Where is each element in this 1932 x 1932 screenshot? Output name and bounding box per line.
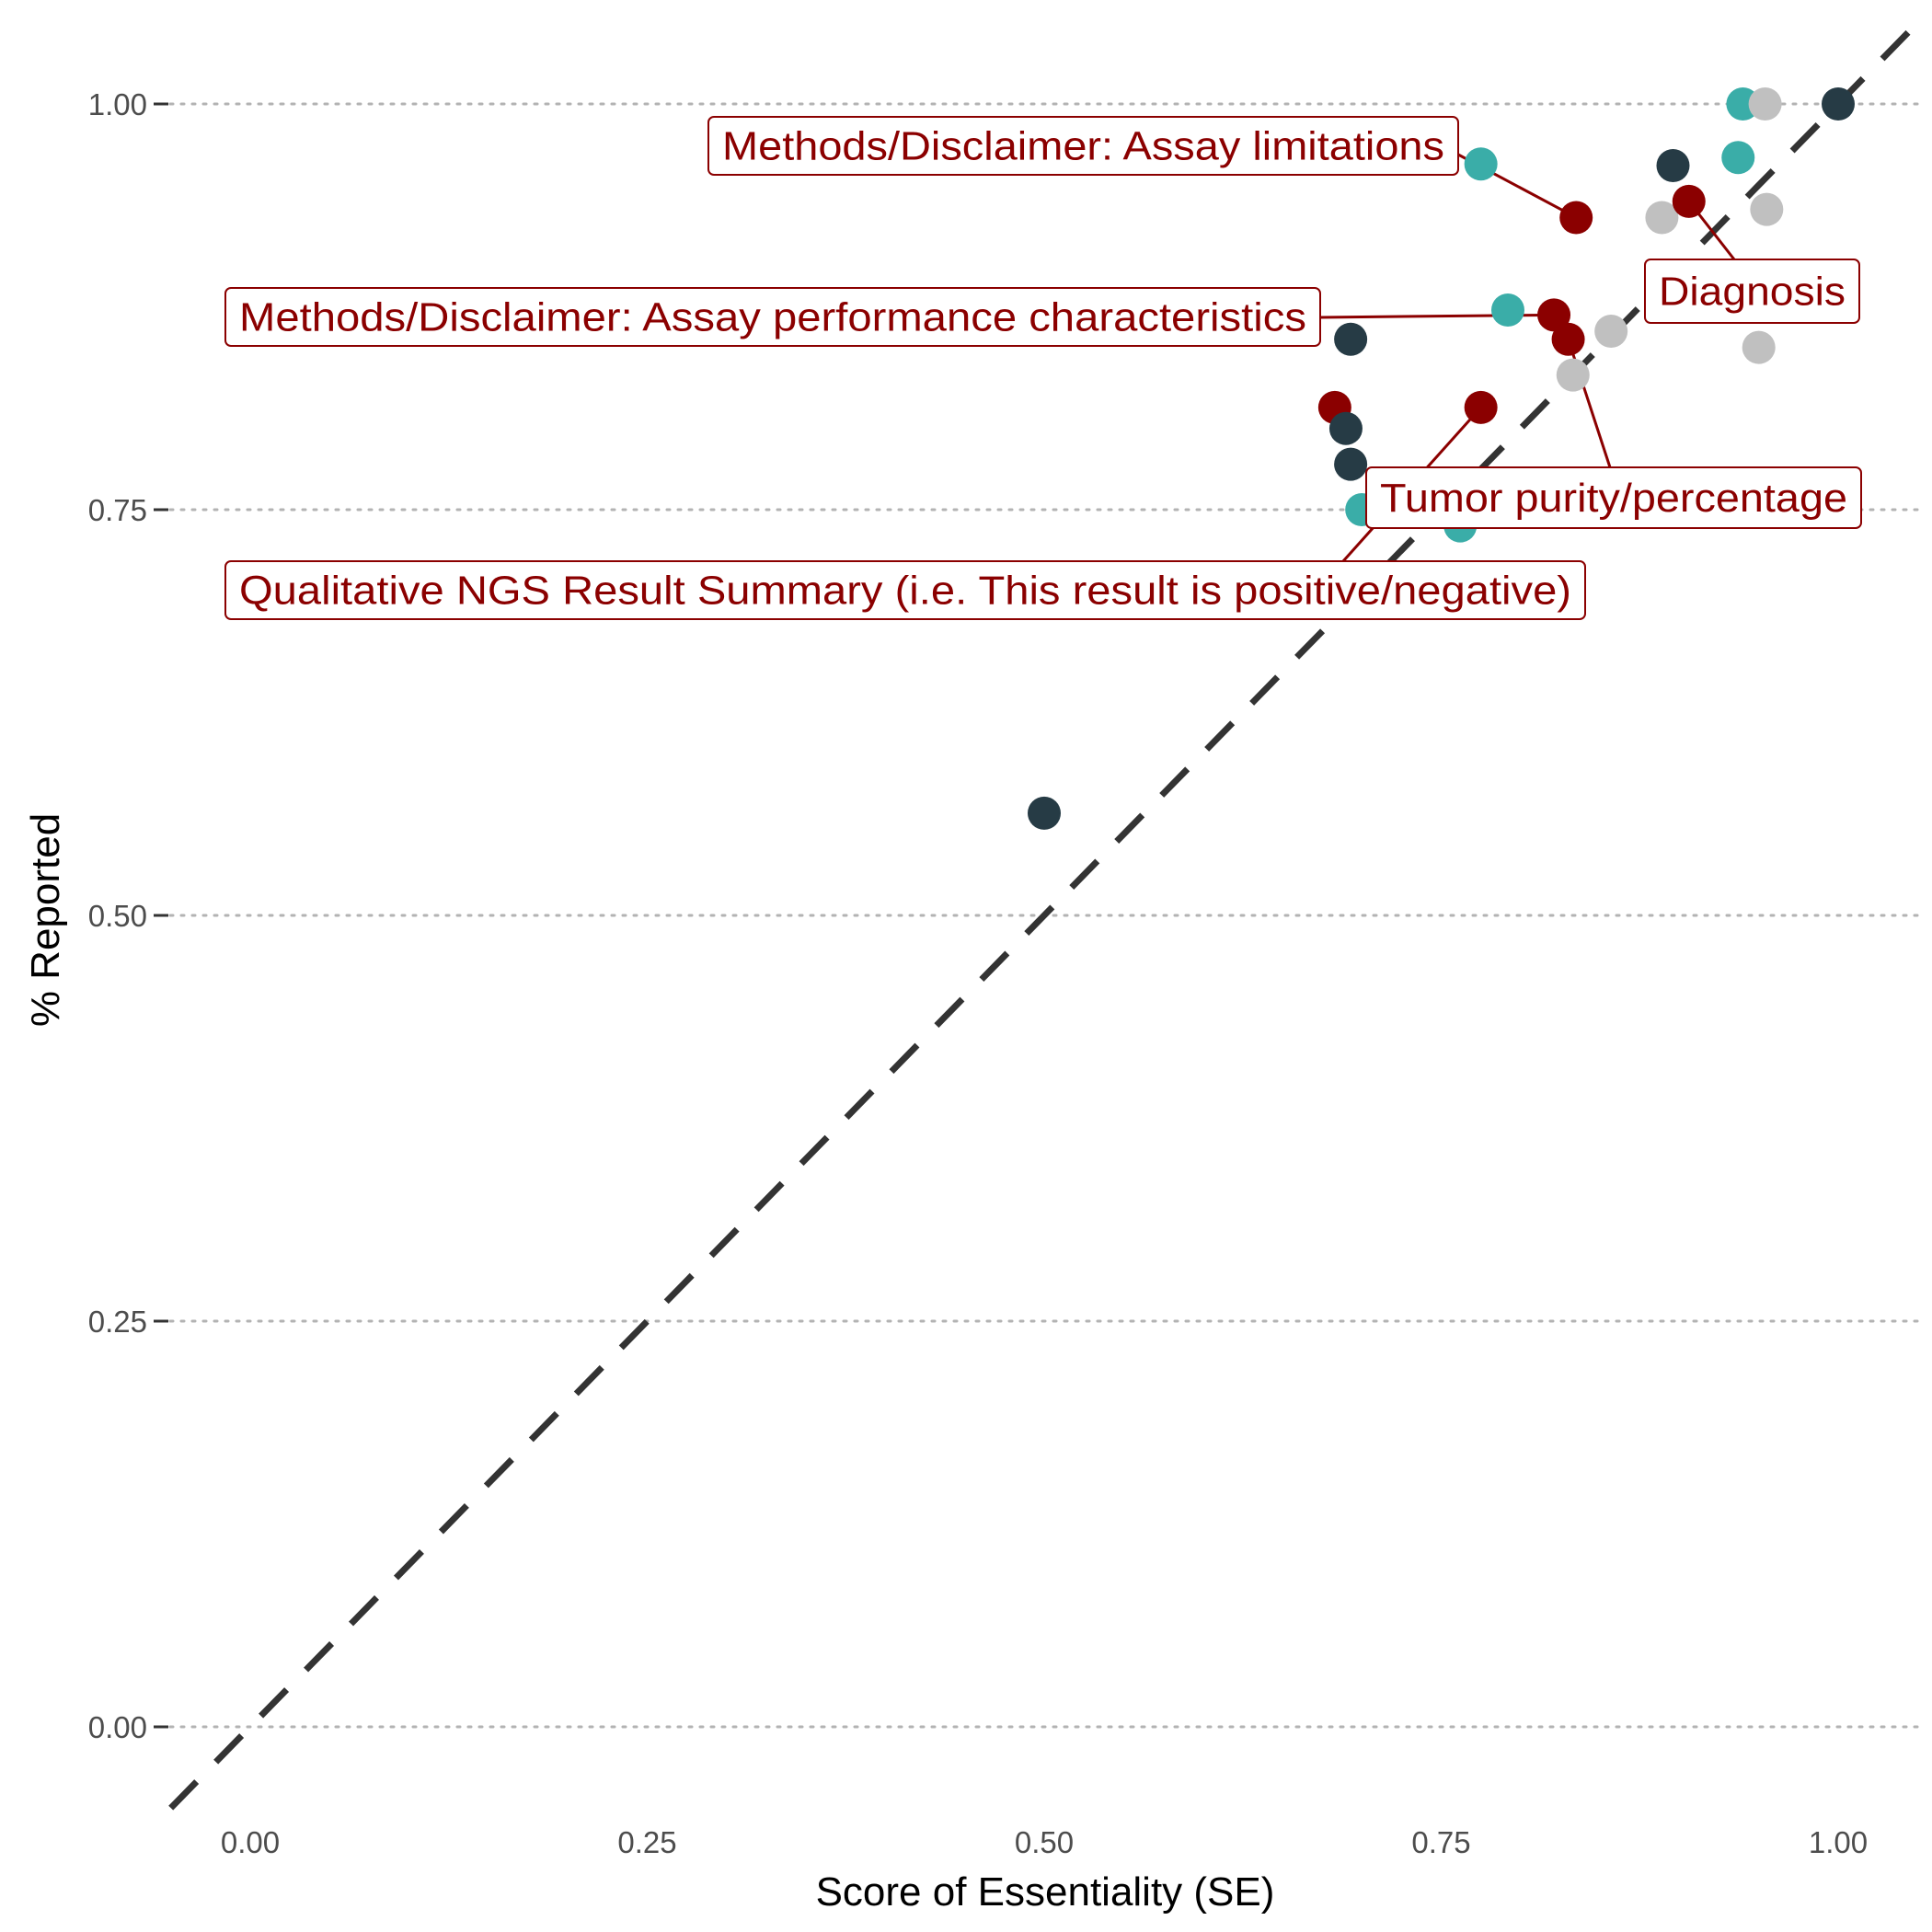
data-point — [1028, 796, 1061, 830]
data-point — [1334, 447, 1368, 481]
annotation-label: Methods/Disclaimer: Assay performance ch… — [224, 287, 1321, 347]
x-tick-label: 1.00 — [1809, 1825, 1868, 1859]
data-point — [1334, 322, 1368, 356]
data-point — [1594, 314, 1628, 348]
annotation-text: Methods/Disclaimer: Assay limitations — [722, 124, 1444, 169]
data-point — [1551, 322, 1585, 356]
x-axis: 0.00 0.25 0.50 0.75 1.00 — [221, 1825, 1868, 1859]
data-point — [1742, 330, 1776, 364]
data-point — [1750, 192, 1784, 226]
annotation-text: Diagnosis — [1659, 270, 1846, 315]
annotation-label: Qualitative NGS Result Summary (i.e. Thi… — [224, 560, 1586, 620]
x-tick-label: 0.00 — [221, 1825, 280, 1859]
data-point — [1748, 87, 1782, 121]
y-tick-label: 0.75 — [88, 493, 147, 527]
annotation-text: Tumor purity/percentage — [1380, 476, 1847, 521]
data-point — [1464, 390, 1498, 424]
x-tick-label: 0.50 — [1015, 1825, 1074, 1859]
x-tick-label: 0.25 — [617, 1825, 676, 1859]
reference-line-layer — [168, 20, 1920, 1811]
identity-reference-line — [168, 20, 1920, 1811]
annotation-box — [1644, 259, 1860, 324]
annotation-label: Diagnosis — [1644, 259, 1860, 324]
data-point — [1328, 411, 1363, 445]
y-tick-label: 1.00 — [88, 87, 147, 121]
annotation-text: Methods/Disclaimer: Assay performance ch… — [239, 295, 1306, 340]
y-tick-label: 0.00 — [88, 1710, 147, 1744]
y-axis: 0.00 0.25 0.50 0.75 1.00 — [88, 87, 168, 1744]
data-point — [1490, 293, 1524, 328]
x-tick-label: 0.75 — [1411, 1825, 1470, 1859]
annotation-label: Methods/Disclaimer: Assay limitations — [707, 116, 1459, 176]
annotation-label: Tumor purity/percentage — [1365, 466, 1862, 529]
annotation-box — [1365, 466, 1862, 529]
data-point — [1559, 201, 1593, 235]
data-point — [1556, 358, 1590, 392]
data-point — [1645, 201, 1679, 235]
annotation-labels: Methods/Disclaimer: Assay limitations Dia… — [224, 116, 1862, 620]
data-points — [1028, 87, 1855, 830]
y-tick-label: 0.50 — [88, 899, 147, 933]
data-point — [1672, 184, 1706, 218]
annotation-text: Qualitative NGS Result Summary (i.e. Thi… — [239, 569, 1571, 614]
x-axis-title: Score of Essentiality (SE) — [816, 1869, 1275, 1915]
annotation-box — [224, 287, 1321, 347]
annotation-box — [224, 560, 1586, 620]
data-point — [1721, 141, 1755, 175]
annotation-box — [707, 116, 1459, 176]
data-point — [1656, 149, 1690, 183]
data-point — [1822, 87, 1855, 121]
y-tick-label: 0.25 — [88, 1305, 147, 1339]
data-point — [1464, 147, 1498, 181]
y-axis-title: % Reported — [23, 813, 68, 1027]
data-point — [1537, 298, 1571, 332]
